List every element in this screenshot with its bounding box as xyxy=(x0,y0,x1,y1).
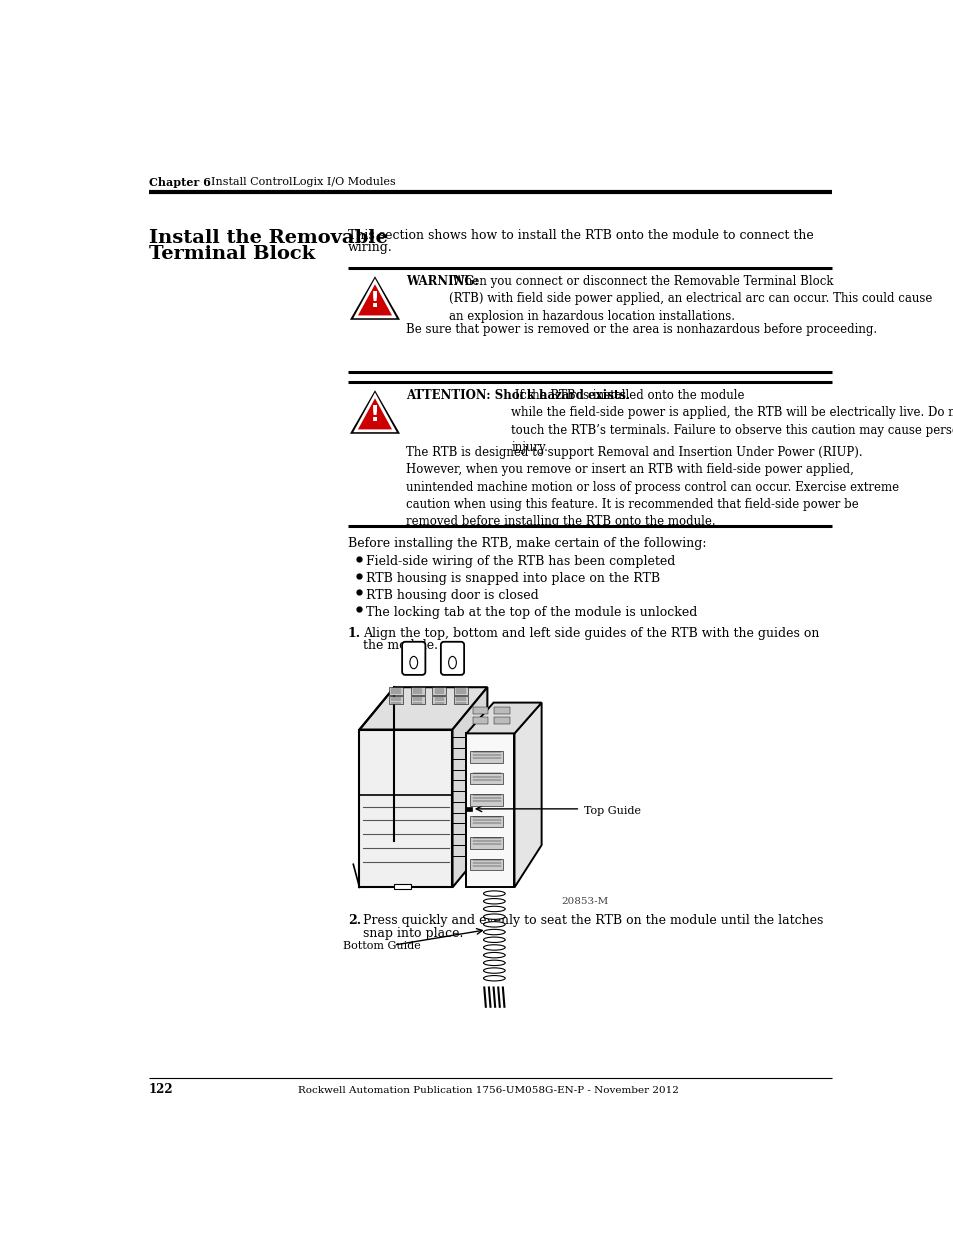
Ellipse shape xyxy=(483,899,505,904)
Bar xyxy=(494,718,509,724)
Ellipse shape xyxy=(483,914,505,919)
Bar xyxy=(472,718,488,724)
Text: 122: 122 xyxy=(149,1083,173,1095)
Text: When you connect or disconnect the Removable Terminal Block
(RTB) with field sid: When you connect or disconnect the Remov… xyxy=(449,275,932,322)
Polygon shape xyxy=(466,734,514,888)
Text: Align the top, bottom and left side guides of the RTB with the guides on: Align the top, bottom and left side guid… xyxy=(363,627,819,640)
Polygon shape xyxy=(452,687,487,888)
Bar xyxy=(470,794,502,805)
Text: If the RTB is installed onto the module
while the field-side power is applied, t: If the RTB is installed onto the module … xyxy=(511,389,953,453)
Text: Terminal Block: Terminal Block xyxy=(149,246,314,263)
Ellipse shape xyxy=(483,945,505,950)
Text: 20853-M: 20853-M xyxy=(560,897,608,905)
Text: The locking tab at the top of the module is unlocked: The locking tab at the top of the module… xyxy=(366,605,697,619)
Bar xyxy=(410,697,424,704)
Ellipse shape xyxy=(483,930,505,935)
Ellipse shape xyxy=(483,952,505,958)
Text: the module.: the module. xyxy=(363,640,438,652)
Text: Top Guide: Top Guide xyxy=(583,805,640,816)
Ellipse shape xyxy=(483,976,505,981)
Text: !: ! xyxy=(370,290,379,310)
Text: !: ! xyxy=(370,405,379,425)
FancyBboxPatch shape xyxy=(402,642,425,674)
Text: 1.: 1. xyxy=(348,627,360,640)
Bar xyxy=(432,697,446,704)
Bar xyxy=(432,687,446,695)
Text: wiring.: wiring. xyxy=(348,241,393,254)
Ellipse shape xyxy=(483,937,505,942)
Text: RTB housing door is closed: RTB housing door is closed xyxy=(366,589,538,601)
Bar xyxy=(470,751,502,763)
Text: Be sure that power is removed or the area is nonhazardous before proceeding.: Be sure that power is removed or the are… xyxy=(406,324,876,336)
Polygon shape xyxy=(355,282,394,317)
Polygon shape xyxy=(355,395,394,431)
Text: This section shows how to install the RTB onto the module to connect the: This section shows how to install the RT… xyxy=(348,228,813,242)
Bar xyxy=(470,837,502,848)
Text: ATTENTION: Shock hazard exists.: ATTENTION: Shock hazard exists. xyxy=(406,389,629,403)
Bar xyxy=(394,883,411,889)
Polygon shape xyxy=(466,703,541,734)
Bar xyxy=(465,806,472,811)
Text: The RTB is designed to support Removal and Insertion Under Power (RIUP).
However: The RTB is designed to support Removal a… xyxy=(406,446,898,529)
Bar xyxy=(389,687,402,695)
Ellipse shape xyxy=(410,656,417,668)
Bar xyxy=(454,697,468,704)
Ellipse shape xyxy=(483,890,505,897)
Text: Rockwell Automation Publication 1756-UM058G-EN-P - November 2012: Rockwell Automation Publication 1756-UM0… xyxy=(298,1086,679,1095)
Ellipse shape xyxy=(483,968,505,973)
Ellipse shape xyxy=(483,921,505,927)
Text: snap into place.: snap into place. xyxy=(363,926,463,940)
Polygon shape xyxy=(359,687,487,730)
Bar xyxy=(494,708,509,714)
Text: 2.: 2. xyxy=(348,914,360,927)
Bar xyxy=(470,858,502,871)
Text: Bottom Guide: Bottom Guide xyxy=(343,941,420,951)
Bar xyxy=(410,687,424,695)
Text: WARNING:: WARNING: xyxy=(406,275,478,288)
Bar xyxy=(470,773,502,784)
Polygon shape xyxy=(352,393,397,432)
Bar xyxy=(472,708,488,714)
Ellipse shape xyxy=(448,656,456,668)
Bar xyxy=(454,687,468,695)
Text: Install ControlLogix I/O Modules: Install ControlLogix I/O Modules xyxy=(196,177,395,186)
Polygon shape xyxy=(352,278,397,319)
Text: Press quickly and evenly to seat the RTB on the module until the latches: Press quickly and evenly to seat the RTB… xyxy=(363,914,822,927)
Ellipse shape xyxy=(483,906,505,911)
FancyBboxPatch shape xyxy=(440,642,464,674)
Bar xyxy=(389,697,402,704)
Bar xyxy=(470,816,502,827)
Text: RTB housing is snapped into place on the RTB: RTB housing is snapped into place on the… xyxy=(366,572,659,584)
Ellipse shape xyxy=(483,960,505,966)
Text: Before installing the RTB, make certain of the following:: Before installing the RTB, make certain … xyxy=(348,537,705,550)
Text: Field-side wiring of the RTB has been completed: Field-side wiring of the RTB has been co… xyxy=(366,555,675,568)
Text: Chapter 6: Chapter 6 xyxy=(149,177,211,188)
Polygon shape xyxy=(514,703,541,888)
Text: Install the Removable: Install the Removable xyxy=(149,228,387,247)
Polygon shape xyxy=(359,730,452,888)
